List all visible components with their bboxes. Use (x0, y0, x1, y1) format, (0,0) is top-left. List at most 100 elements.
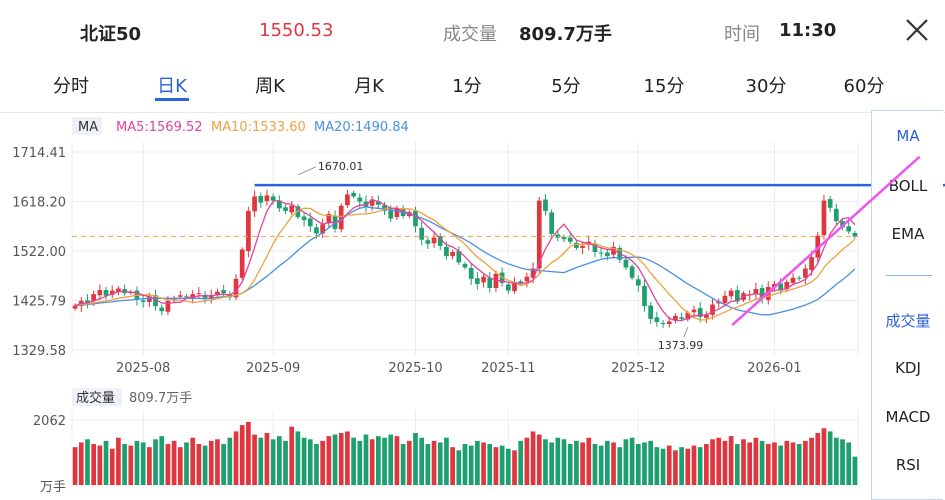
volume-bar (846, 442, 852, 485)
volume-bar (345, 431, 350, 485)
volume-bar (481, 442, 486, 485)
indicator-ma[interactable]: MA (896, 127, 920, 145)
candle-body (598, 252, 604, 254)
indicator-ema[interactable]: EMA (891, 225, 925, 243)
volume-bar (301, 437, 307, 485)
candles (72, 189, 858, 329)
volume-bar (753, 437, 759, 485)
candle-body (809, 257, 814, 271)
candle-body (184, 296, 189, 298)
volume-bar (91, 444, 97, 485)
candle-body (462, 263, 468, 268)
candle-body (666, 321, 672, 325)
volume-bar (611, 442, 616, 485)
volume-bar (567, 444, 573, 485)
volume-bar (78, 442, 84, 485)
volume-bar (208, 440, 214, 485)
volume-bar (456, 450, 462, 485)
volume-bar (809, 437, 814, 485)
quote-header: 北证50 1550.53 成交量 809.7万手 时间 11:30 (0, 0, 945, 60)
candle-body (289, 205, 295, 213)
ma10-line (74, 207, 856, 321)
indicator-volume[interactable]: 成交量 (885, 312, 931, 330)
volume-bar (852, 456, 858, 485)
high-annotation: 1670.01 (318, 160, 364, 173)
ma10-legend: MA10:1533.60 (211, 120, 306, 135)
volume-value: 809.7万手 (519, 24, 612, 45)
tab-15min[interactable]: 15分 (643, 76, 685, 97)
indicator-macd[interactable]: MACD (885, 408, 931, 426)
candle-body (382, 205, 387, 211)
candle-body (512, 281, 517, 292)
candle-body (165, 300, 171, 312)
tab-30min[interactable]: 30分 (745, 76, 787, 97)
candle-body (437, 236, 443, 246)
volume-bar (462, 444, 468, 485)
candle-body (252, 196, 257, 212)
candle-body (827, 199, 833, 208)
x-tick-label: 2025-12 (611, 361, 665, 376)
tab-1min[interactable]: 1分 (452, 76, 482, 97)
volume-bar (388, 434, 394, 485)
candle-body (654, 317, 660, 323)
volume-bar (419, 437, 425, 485)
volume-bar (425, 444, 431, 485)
tab-daily[interactable]: 日K (157, 76, 187, 97)
x-tick-label: 2025-10 (388, 361, 442, 376)
indicator-kdj[interactable]: KDJ (895, 359, 921, 377)
y-tick-label: 1329.58 (12, 344, 66, 359)
volume-bar (716, 437, 722, 485)
candle-body (394, 208, 400, 218)
candle-body (679, 317, 684, 319)
candle-body (159, 307, 165, 312)
volume-bar (728, 436, 734, 485)
volume-bar (307, 439, 313, 485)
candle-body (468, 267, 474, 279)
index-name: 北证50 (80, 24, 142, 45)
candle-body (728, 290, 734, 297)
candle-body (549, 212, 554, 235)
volume-bar (468, 445, 474, 485)
candle-body (326, 213, 332, 224)
x-tick-label: 2026-01 (747, 361, 801, 376)
close-icon[interactable] (904, 17, 930, 43)
candle-body (363, 201, 369, 207)
candle-body (710, 304, 715, 315)
volume-bar (827, 431, 833, 485)
candle-body (648, 305, 654, 319)
tab-5min[interactable]: 5分 (551, 76, 581, 97)
candle-body (91, 294, 97, 301)
indicator-panel: MA BOLL EMA 成交量 KDJ MACD RSI (871, 110, 943, 500)
indicator-boll[interactable]: BOLL (888, 177, 928, 195)
candle-body (642, 285, 647, 307)
candle-body (450, 252, 455, 257)
volume-bar (320, 440, 326, 485)
candle-body (190, 294, 196, 298)
low-annotation: 1373.99 (658, 339, 704, 352)
volume-bar (258, 437, 264, 485)
candle-body (772, 283, 777, 288)
ma20-line (75, 206, 856, 316)
volume-unit-label: 万手 (40, 480, 66, 495)
volume-bar (833, 437, 839, 485)
volume-bar (741, 439, 746, 485)
volume-bar (326, 436, 332, 485)
tab-weekly[interactable]: 周K (255, 76, 285, 97)
candle-body (561, 237, 567, 240)
candle-body (147, 296, 152, 302)
volume-bar (722, 440, 728, 485)
indicator-rsi[interactable]: RSI (895, 456, 921, 474)
volume-bar (512, 450, 517, 485)
candle-body (673, 315, 678, 321)
volume-bar (177, 447, 183, 485)
tab-monthly[interactable]: 月K (354, 76, 384, 97)
candle-body (555, 234, 561, 238)
tab-60min[interactable]: 60分 (843, 76, 885, 97)
volume-bar (840, 439, 845, 485)
tab-intraday[interactable]: 分时 (53, 76, 89, 97)
candle-body (623, 259, 629, 268)
ma-tag: MA (78, 120, 98, 135)
candle-body (258, 195, 264, 203)
volume-bar (153, 439, 158, 485)
